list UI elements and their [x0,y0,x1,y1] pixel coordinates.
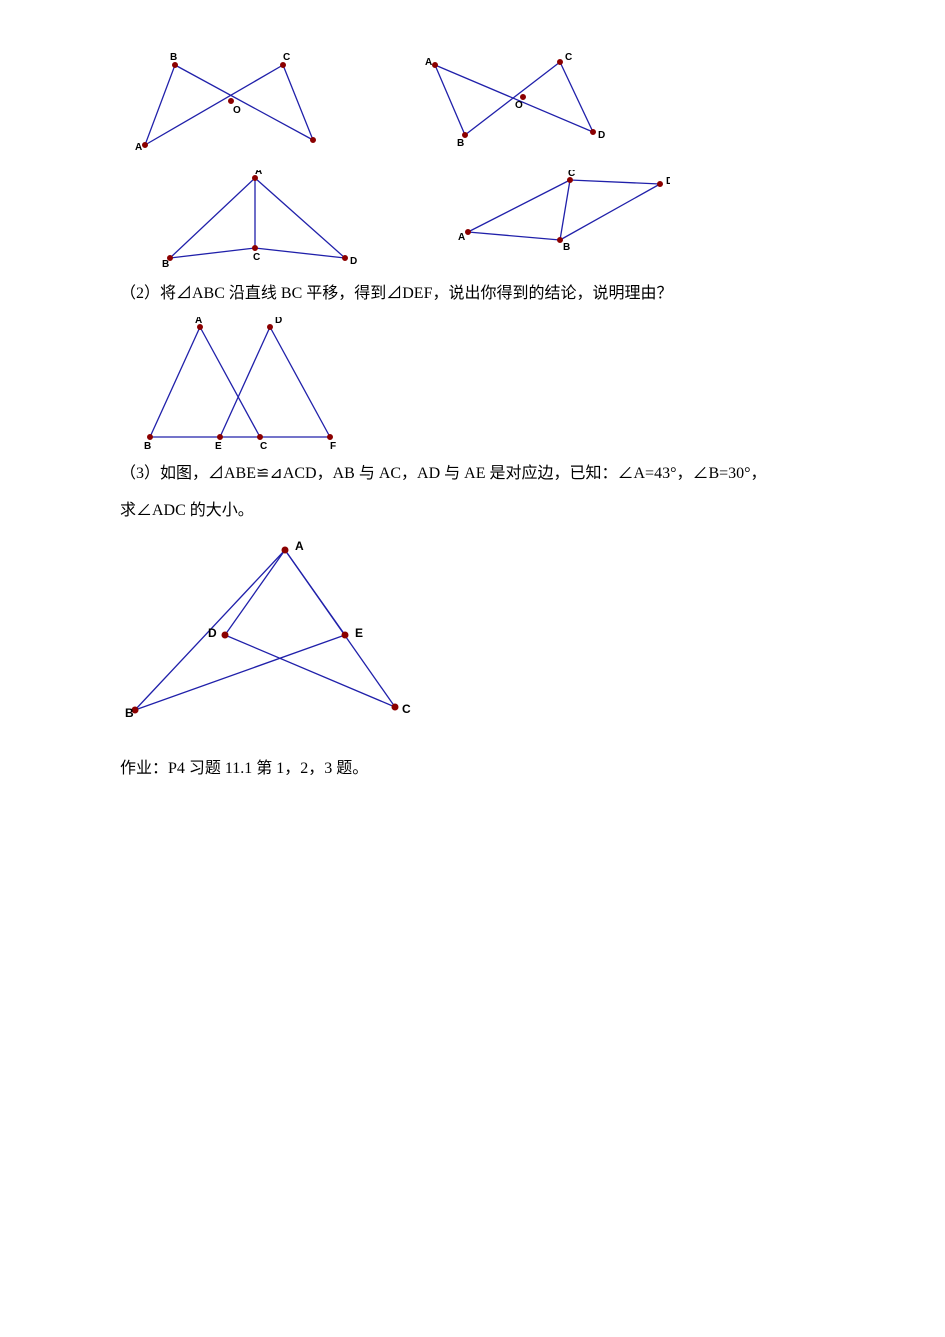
label-F: F [330,441,336,452]
label-D: D [666,176,670,187]
label-D: D [275,317,282,326]
label-C: C [568,170,575,179]
label-E: E [355,626,363,640]
label-E: E [215,441,222,452]
figure-row-2: A B C D A B C D [120,170,825,270]
label-A: A [255,170,262,177]
label-C: C [283,52,290,63]
homework-text: 作业：P4 习题 11.1 第 1，2，3 题。 [120,755,825,784]
label-B: B [170,52,177,63]
label-B: B [144,441,151,452]
figure-3: A B C D [150,170,360,270]
question-2-text: （2）将⊿ABC 沿直线 BC 平移，得到⊿DEF，说出你得到的结论，说明理由？ [120,280,825,309]
label-C: C [260,441,267,452]
label-C: C [402,702,411,716]
label-A: A [425,57,432,68]
figure-2: A B C D O [410,50,610,160]
label-A: A [195,317,202,326]
label-A: A [295,539,304,553]
figure-4: A B C D [450,170,670,270]
figure-6: A B C D E [120,535,825,725]
label-D: D [598,130,605,141]
label-C: C [565,52,572,63]
label-O: O [233,105,241,116]
label-B: B [457,138,464,149]
label-A: A [458,232,465,243]
figure-5: A B C D E F [130,317,825,452]
figure-1: A B C D O [120,50,320,160]
question-3-text-a: （3）如图，⊿ABE≌⊿ACD，AB 与 AC，AD 与 AE 是对应边，已知：… [120,460,825,489]
label-O: O [515,100,523,111]
question-3-text-b: 求∠ADC 的大小。 [120,497,825,526]
label-B: B [125,706,134,720]
label-C: C [253,252,260,263]
label-A: A [135,142,142,153]
label-D: D [350,256,357,267]
label-D: D [208,626,217,640]
label-B: B [563,242,570,253]
figure-row-1: A B C D O A B C D O [120,50,825,160]
label-B: B [162,259,169,270]
